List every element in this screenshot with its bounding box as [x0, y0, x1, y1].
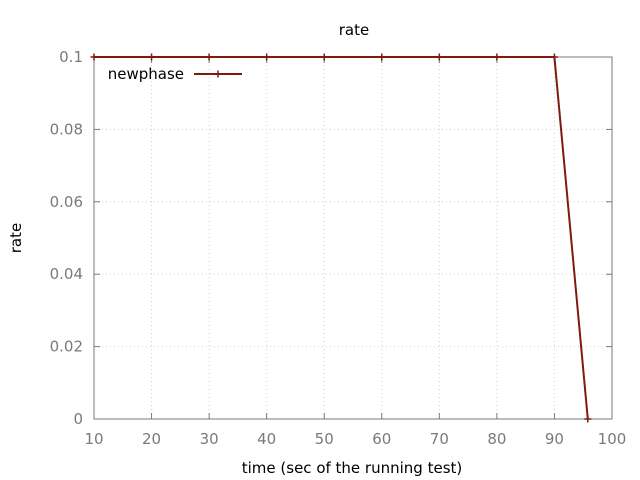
data-point-newphase — [148, 53, 156, 61]
x-tick-label: 10 — [84, 430, 103, 448]
data-point-newphase — [378, 53, 386, 61]
x-tick-label: 100 — [598, 430, 627, 448]
x-tick-label: 30 — [200, 430, 219, 448]
y-tick-label: 0.06 — [50, 193, 83, 211]
data-point-newphase — [263, 53, 271, 61]
y-tick-label: 0.08 — [50, 120, 83, 138]
series-line-newphase — [94, 56, 589, 420]
y-tick-label: 0.02 — [50, 338, 83, 356]
chart-title: rate — [339, 21, 369, 39]
legend-marker-newphase — [214, 70, 222, 78]
x-tick-label: 80 — [487, 430, 506, 448]
y-tick-label: 0.04 — [50, 265, 83, 283]
grid-lines — [94, 57, 612, 419]
x-tick-label: 20 — [142, 430, 161, 448]
data-point-newphase — [550, 53, 558, 61]
x-tick-label: 90 — [545, 430, 564, 448]
y-tick-label: 0 — [73, 410, 83, 428]
x-tick-label: 50 — [315, 430, 334, 448]
data-point-newphase — [435, 53, 443, 61]
data-point-newphase — [493, 53, 501, 61]
legend-label-newphase: newphase — [108, 65, 184, 83]
data-point-newphase — [205, 53, 213, 61]
x-tick-label: 70 — [430, 430, 449, 448]
x-tick-label: 60 — [372, 430, 391, 448]
series-layer — [90, 53, 592, 423]
data-point-newphase — [584, 415, 592, 423]
data-point-newphase — [90, 53, 98, 61]
y-axis-title: rate — [7, 223, 25, 253]
data-point-newphase — [320, 53, 328, 61]
x-axis-title: time (sec of the running test) — [242, 459, 463, 477]
y-tick-label: 0.1 — [59, 48, 83, 66]
x-tick-label: 40 — [257, 430, 276, 448]
legend: newphase — [108, 65, 242, 83]
